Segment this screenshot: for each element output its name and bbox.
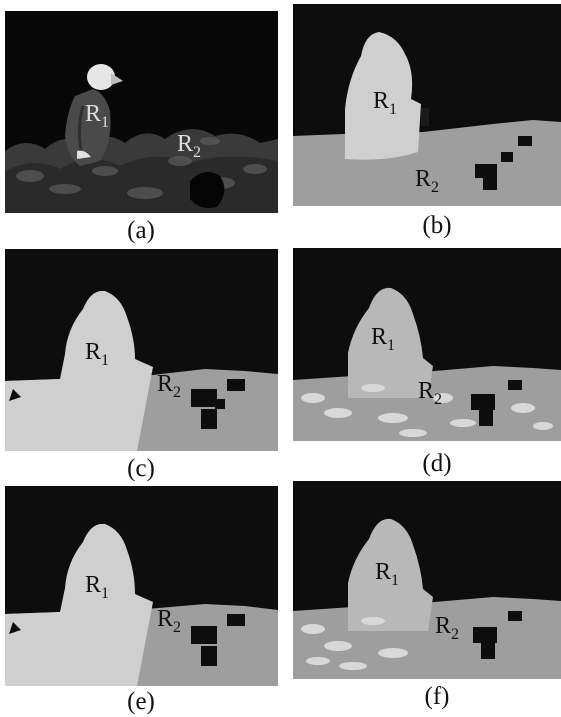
panel-e-label-r2: R2: [157, 606, 181, 636]
caption-d: (d): [422, 450, 452, 477]
panel-d-label-r2: R2: [418, 378, 442, 408]
panel-c-label-r1: R1: [85, 339, 109, 369]
panel-b-label-r1: R1: [373, 88, 397, 118]
panel-a-label-r1: R1: [85, 101, 109, 131]
panel-f-label-r1: R1: [375, 559, 399, 589]
panel-d-label-r1: R1: [371, 324, 395, 354]
panel-b-image: R1 R2: [293, 4, 561, 206]
caption-f: (f): [424, 683, 450, 710]
caption-a: (a): [127, 217, 155, 244]
panel-a-image: R1 R2: [5, 11, 278, 213]
panel-c-image: R1 R2: [5, 249, 278, 451]
panel-b-label-r2: R2: [415, 166, 439, 196]
panel-e-label-r1: R1: [85, 572, 109, 602]
panel-e-image: R1 R2: [5, 486, 278, 688]
panel-d-image: R1 R2: [293, 248, 561, 450]
panel-f-image: R1 R2: [293, 481, 561, 683]
panel-a-label-r2: R2: [177, 131, 201, 161]
panel-f-label-r2: R2: [435, 613, 459, 643]
caption-c: (c): [127, 455, 155, 482]
panel-c-label-r2: R2: [157, 371, 181, 401]
caption-b: (b): [422, 212, 452, 239]
caption-e: (e): [127, 688, 155, 715]
